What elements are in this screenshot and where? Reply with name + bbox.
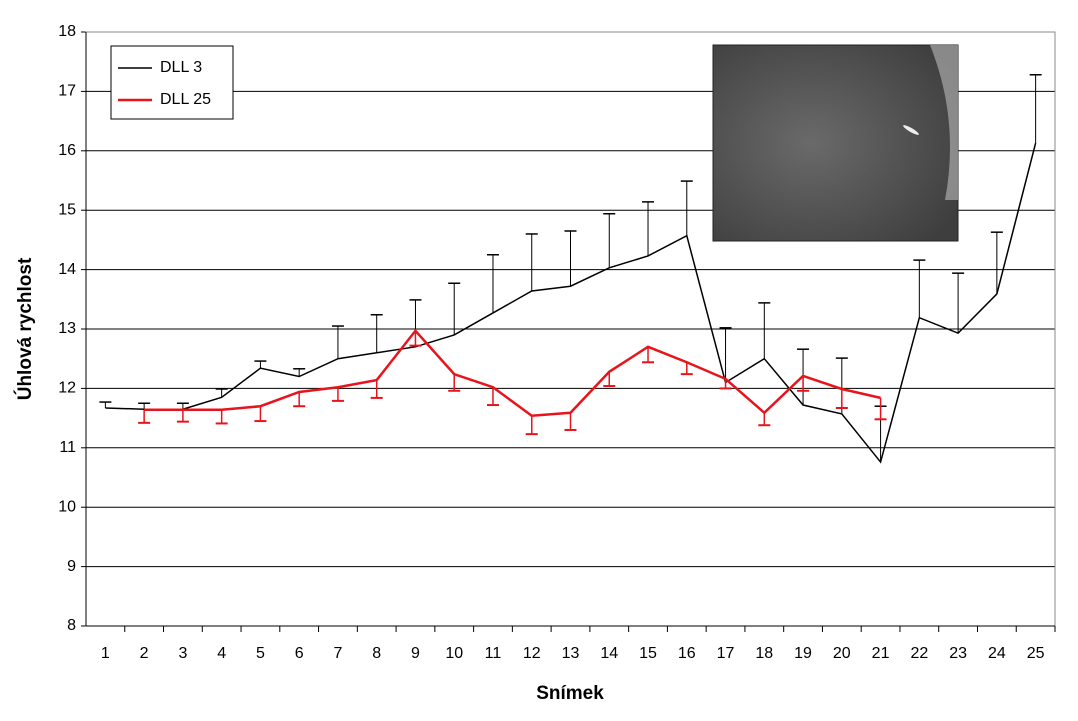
error-bar [486, 254, 499, 313]
error-bar [99, 401, 112, 409]
legend-label: DLL 25 [160, 91, 211, 108]
error-bar [913, 259, 926, 318]
error-bar [642, 346, 655, 364]
x-tick-label: 11 [485, 645, 502, 662]
error-bar [758, 412, 771, 427]
x-tick-label: 21 [872, 645, 890, 662]
x-tick-label: 17 [717, 645, 735, 662]
legend-box [110, 45, 234, 120]
error-bar [448, 374, 461, 392]
inset-streak [930, 45, 958, 200]
error-bar [525, 233, 538, 291]
error-bar [215, 409, 228, 425]
error-bar [758, 302, 771, 359]
legend-label: DLL 3 [160, 59, 202, 76]
inset-image [712, 44, 959, 242]
x-tick-label: 7 [333, 645, 342, 662]
x-tick-label: 10 [445, 645, 463, 662]
x-tick-label: 3 [178, 645, 187, 662]
error-bar [525, 415, 538, 436]
y-tick-label: 13 [58, 320, 76, 337]
error-bar [564, 412, 577, 431]
y-tick-label: 10 [58, 498, 76, 515]
x-tick-label: 12 [523, 645, 541, 662]
series-line [144, 328, 881, 418]
series-line [105, 142, 1037, 464]
y-axis-title: Úhlová rychlost [14, 257, 36, 400]
x-tick-label: 4 [217, 645, 226, 662]
error-bar [215, 388, 228, 398]
y-tick-label: 8 [67, 617, 76, 634]
x-tick-label: 15 [639, 645, 657, 662]
error-bar [331, 387, 344, 402]
error-bar [719, 327, 732, 383]
x-tick-label: 24 [988, 645, 1006, 662]
error-bar [874, 397, 887, 421]
x-tick-label: 5 [256, 645, 265, 662]
x-tick-label: 13 [562, 645, 580, 662]
x-tick-label: 6 [295, 645, 304, 662]
error-bar [603, 213, 616, 268]
y-tick-label: 17 [58, 83, 76, 100]
y-tick-label: 14 [58, 261, 76, 278]
inset-meteor [903, 125, 919, 135]
error-bar [680, 180, 693, 236]
error-bar [370, 313, 383, 353]
x-tick-label: 19 [794, 645, 812, 662]
x-tick-label: 14 [600, 645, 618, 662]
error-bar [331, 325, 344, 359]
x-tick-label: 25 [1027, 645, 1045, 662]
error-bar [176, 402, 189, 410]
error-bar [254, 360, 267, 369]
x-tick-label: 8 [372, 645, 381, 662]
x-tick-label: 9 [411, 645, 420, 662]
legend: DLL 3 DLL 25 [110, 45, 234, 120]
error-bar [293, 391, 306, 408]
error-bar [176, 409, 189, 423]
error-bar [1029, 74, 1042, 144]
error-bar [835, 388, 848, 410]
x-tick-label: 2 [140, 645, 149, 662]
y-tick-label: 15 [58, 201, 76, 218]
y-tick-label: 16 [58, 142, 76, 159]
error-bar [138, 409, 151, 424]
error-bar [680, 362, 693, 376]
error-bar [990, 231, 1003, 294]
y-tick-label: 18 [58, 23, 76, 40]
error-bar [254, 406, 267, 423]
x-tick-label: 20 [833, 645, 851, 662]
error-bar [448, 282, 461, 335]
error-bar [138, 402, 151, 410]
y-tick-label: 12 [58, 380, 76, 397]
error-bar [642, 201, 655, 256]
error-bar [603, 371, 616, 388]
y-tick-label: 11 [59, 439, 76, 456]
x-tick-label: 18 [755, 645, 773, 662]
x-tick-label: 23 [949, 645, 967, 662]
x-tick-label: 1 [101, 645, 110, 662]
error-bar [370, 380, 383, 399]
x-tick-label: 22 [910, 645, 928, 662]
error-bar [952, 272, 965, 334]
x-axis-title: Snímek [536, 683, 604, 704]
y-tick-label: 9 [67, 558, 76, 575]
error-bar [486, 387, 499, 407]
error-bar [293, 368, 306, 377]
x-tick-label: 16 [678, 645, 696, 662]
error-bar [564, 230, 577, 287]
error-bar [797, 375, 810, 392]
error-bar [409, 330, 422, 347]
